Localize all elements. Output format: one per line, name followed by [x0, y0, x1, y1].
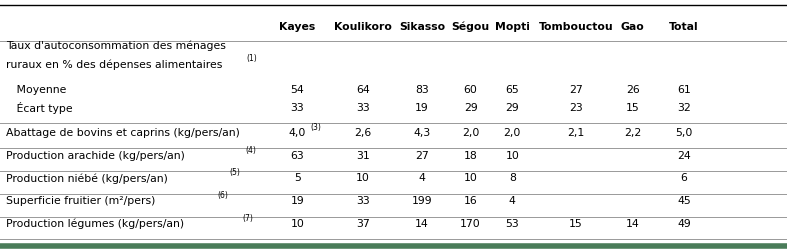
Text: 10: 10: [505, 150, 519, 160]
Text: 18: 18: [464, 150, 478, 160]
Text: Tombouctou: Tombouctou: [539, 21, 613, 32]
Text: Moyenne: Moyenne: [6, 84, 67, 94]
Text: 54: 54: [290, 84, 305, 94]
Text: 29: 29: [464, 102, 478, 112]
Text: Koulikoro: Koulikoro: [334, 21, 392, 32]
Text: (4): (4): [246, 145, 257, 154]
Text: 10: 10: [356, 173, 370, 183]
Text: 29: 29: [505, 102, 519, 112]
Text: 60: 60: [464, 84, 478, 94]
Text: 27: 27: [415, 150, 429, 160]
Text: 27: 27: [569, 84, 583, 94]
Text: 10: 10: [464, 173, 478, 183]
Text: 170: 170: [460, 218, 481, 228]
Text: Taux d'autoconsommation des ménages: Taux d'autoconsommation des ménages: [6, 40, 226, 51]
Text: Production arachide (kg/pers/an): Production arachide (kg/pers/an): [6, 150, 185, 160]
Text: 199: 199: [412, 195, 432, 205]
Text: (3): (3): [310, 122, 321, 131]
Text: 37: 37: [356, 218, 370, 228]
Text: 15: 15: [569, 218, 583, 228]
Text: Sikasso: Sikasso: [399, 21, 445, 32]
Text: 5: 5: [294, 173, 301, 183]
Text: Superficie fruitier (m²/pers): Superficie fruitier (m²/pers): [6, 195, 156, 205]
Text: 31: 31: [356, 150, 370, 160]
Text: Ségou: Ségou: [452, 21, 490, 32]
Text: 4,0: 4,0: [289, 127, 306, 137]
Text: 2,0: 2,0: [504, 127, 521, 137]
Text: 5,0: 5,0: [675, 127, 693, 137]
Text: 61: 61: [677, 84, 691, 94]
Text: Abattage de bovins et caprins (kg/pers/an): Abattage de bovins et caprins (kg/pers/a…: [6, 127, 240, 137]
Text: 16: 16: [464, 195, 478, 205]
Text: 10: 10: [290, 218, 305, 228]
Text: (1): (1): [246, 53, 257, 62]
Text: 49: 49: [677, 218, 691, 228]
Text: 19: 19: [290, 195, 305, 205]
Text: Gao: Gao: [621, 21, 645, 32]
Text: 65: 65: [505, 84, 519, 94]
Text: 2,2: 2,2: [624, 127, 641, 137]
Text: 15: 15: [626, 102, 640, 112]
Text: 64: 64: [356, 84, 370, 94]
Text: 83: 83: [415, 84, 429, 94]
Text: 4: 4: [509, 195, 515, 205]
Text: 53: 53: [505, 218, 519, 228]
Text: (5): (5): [229, 168, 240, 177]
Text: 2,1: 2,1: [567, 127, 585, 137]
Text: 14: 14: [415, 218, 429, 228]
Text: 33: 33: [356, 195, 370, 205]
Text: 4,3: 4,3: [413, 127, 430, 137]
Text: 23: 23: [569, 102, 583, 112]
Text: Mopti: Mopti: [495, 21, 530, 32]
Text: 8: 8: [509, 173, 515, 183]
Text: 33: 33: [290, 102, 305, 112]
Text: 4: 4: [419, 173, 425, 183]
Text: 33: 33: [356, 102, 370, 112]
Text: 6: 6: [681, 173, 687, 183]
Text: (7): (7): [242, 213, 253, 222]
Text: Total: Total: [669, 21, 699, 32]
Text: 14: 14: [626, 218, 640, 228]
Text: 24: 24: [677, 150, 691, 160]
Text: 2,0: 2,0: [462, 127, 479, 137]
Text: 45: 45: [677, 195, 691, 205]
Text: Écart type: Écart type: [6, 101, 73, 113]
Text: Kayes: Kayes: [279, 21, 316, 32]
Text: Production légumes (kg/pers/an): Production légumes (kg/pers/an): [6, 218, 184, 228]
Text: (6): (6): [217, 190, 228, 199]
Text: 63: 63: [290, 150, 305, 160]
Text: ruraux en % des dépenses alimentaires: ruraux en % des dépenses alimentaires: [6, 59, 223, 70]
Text: 32: 32: [677, 102, 691, 112]
Text: 2,6: 2,6: [354, 127, 371, 137]
Text: 19: 19: [415, 102, 429, 112]
Text: Production niébé (kg/pers/an): Production niébé (kg/pers/an): [6, 172, 168, 183]
Text: 26: 26: [626, 84, 640, 94]
